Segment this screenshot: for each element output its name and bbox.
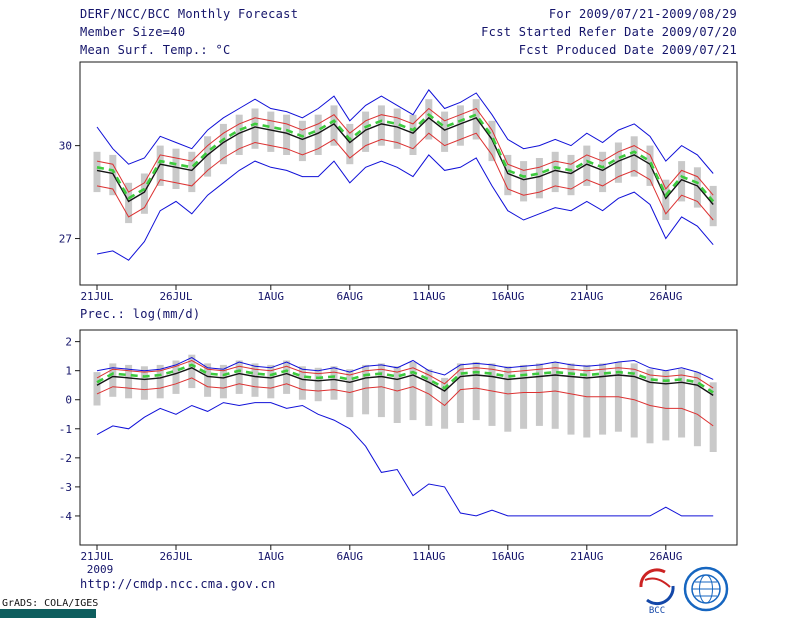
- x-tick-label: 21JUL: [80, 550, 113, 563]
- series-upper-quartile: [96, 359, 714, 389]
- x-year-label: 2009: [87, 563, 114, 576]
- x-tick-label: 26AUG: [649, 290, 682, 300]
- y-tick-label: -1: [59, 423, 72, 436]
- x-tick-label: 1AUG: [258, 290, 285, 300]
- temp-panel-title: Mean Surf. Temp.: °C: [80, 43, 231, 57]
- x-tick-label: 1AUG: [258, 550, 285, 563]
- series-median: [96, 367, 714, 396]
- y-tick-label: -3: [59, 481, 72, 494]
- y-tick-label: 1: [65, 365, 72, 378]
- x-tick-label: 16AUG: [491, 550, 524, 563]
- series-lower-quartile: [96, 377, 714, 427]
- y-tick-label: -4: [59, 510, 73, 523]
- y-tick-label: 30: [59, 140, 72, 153]
- y-tick-label: 2: [65, 336, 72, 349]
- series-ensemble-spread-bar: [93, 99, 717, 227]
- series-median: [96, 116, 714, 205]
- x-tick-label: 16AUG: [491, 290, 524, 300]
- bcc-logo-text: BCC: [649, 606, 665, 615]
- cma-logo-outer-ring: [683, 566, 729, 612]
- series-upper-quartile: [96, 107, 714, 196]
- y-tick-label: 27: [59, 233, 72, 246]
- axes: 2 1 0 -1 -2 -3 -4 21JUL 26JUL 1AUG 6AUG 11AUG 16AUG 2…: [59, 329, 738, 576]
- precipitation-chart: 2 1 0 -1 -2 -3 -4 21JUL 26JUL 1AUG 6AUG 11AUG 16AUG 2…: [59, 329, 738, 576]
- series-max: [96, 357, 714, 380]
- series-min: [96, 154, 714, 261]
- y-tick-label: 0: [65, 394, 72, 407]
- x-tick-label: 26JUL: [159, 550, 192, 563]
- x-tick-label: 26AUG: [649, 550, 682, 563]
- bcc-logo-blue-swirl: [646, 585, 675, 606]
- x-tick-label: 21AUG: [570, 550, 603, 563]
- temperature-chart: 27 30 21JUL 26JUL 1AUG 6AUG 11AUG 16AUG 21AUG 26A…: [59, 61, 738, 300]
- x-tick-label: 21JUL: [80, 290, 113, 300]
- taskbar-fragment: [0, 609, 96, 618]
- grads-credit: GrADS: COLA/IGES: [2, 598, 99, 609]
- bcc-logo-red-band: [644, 577, 671, 588]
- series-ensemble-mean: [96, 363, 714, 394]
- series-min: [96, 402, 714, 517]
- forecast-range-label: For 2009/07/21-2009/08/29: [548, 7, 737, 21]
- x-tick-label: 6AUG: [337, 290, 364, 300]
- series-lower-quartile: [96, 132, 714, 221]
- x-tick-label: 26JUL: [159, 290, 192, 300]
- cma-ncc-logo: [683, 566, 729, 612]
- series-ensemble-mean: [96, 112, 715, 203]
- member-size-label: Member Size=40: [80, 25, 186, 39]
- page-title: DERF/NCC/BCC Monthly Forecast: [80, 7, 299, 21]
- axes: 27 30 21JUL 26JUL 1AUG 6AUG 11AUG 16AUG 21AUG 26A…: [59, 61, 738, 300]
- refer-date-label: Fcst Started Refer Date 2009/07/20: [481, 25, 737, 39]
- x-tick-label: 11AUG: [412, 550, 445, 563]
- x-tick-label: 11AUG: [412, 290, 445, 300]
- x-tick-label: 21AUG: [570, 290, 603, 300]
- produced-date-label: Fcst Produced Date 2009/07/21: [518, 43, 737, 57]
- bcc-logo-red-swirl: [639, 568, 666, 588]
- y-tick-label: -2: [59, 452, 72, 465]
- precip-panel-title: Prec.: log(mm/d): [80, 307, 201, 321]
- bcc-logo: BCC: [639, 568, 675, 615]
- series-max: [96, 89, 714, 174]
- footer-url: http://cmdp.ncc.cma.gov.cn: [80, 577, 276, 591]
- x-tick-label: 6AUG: [337, 550, 364, 563]
